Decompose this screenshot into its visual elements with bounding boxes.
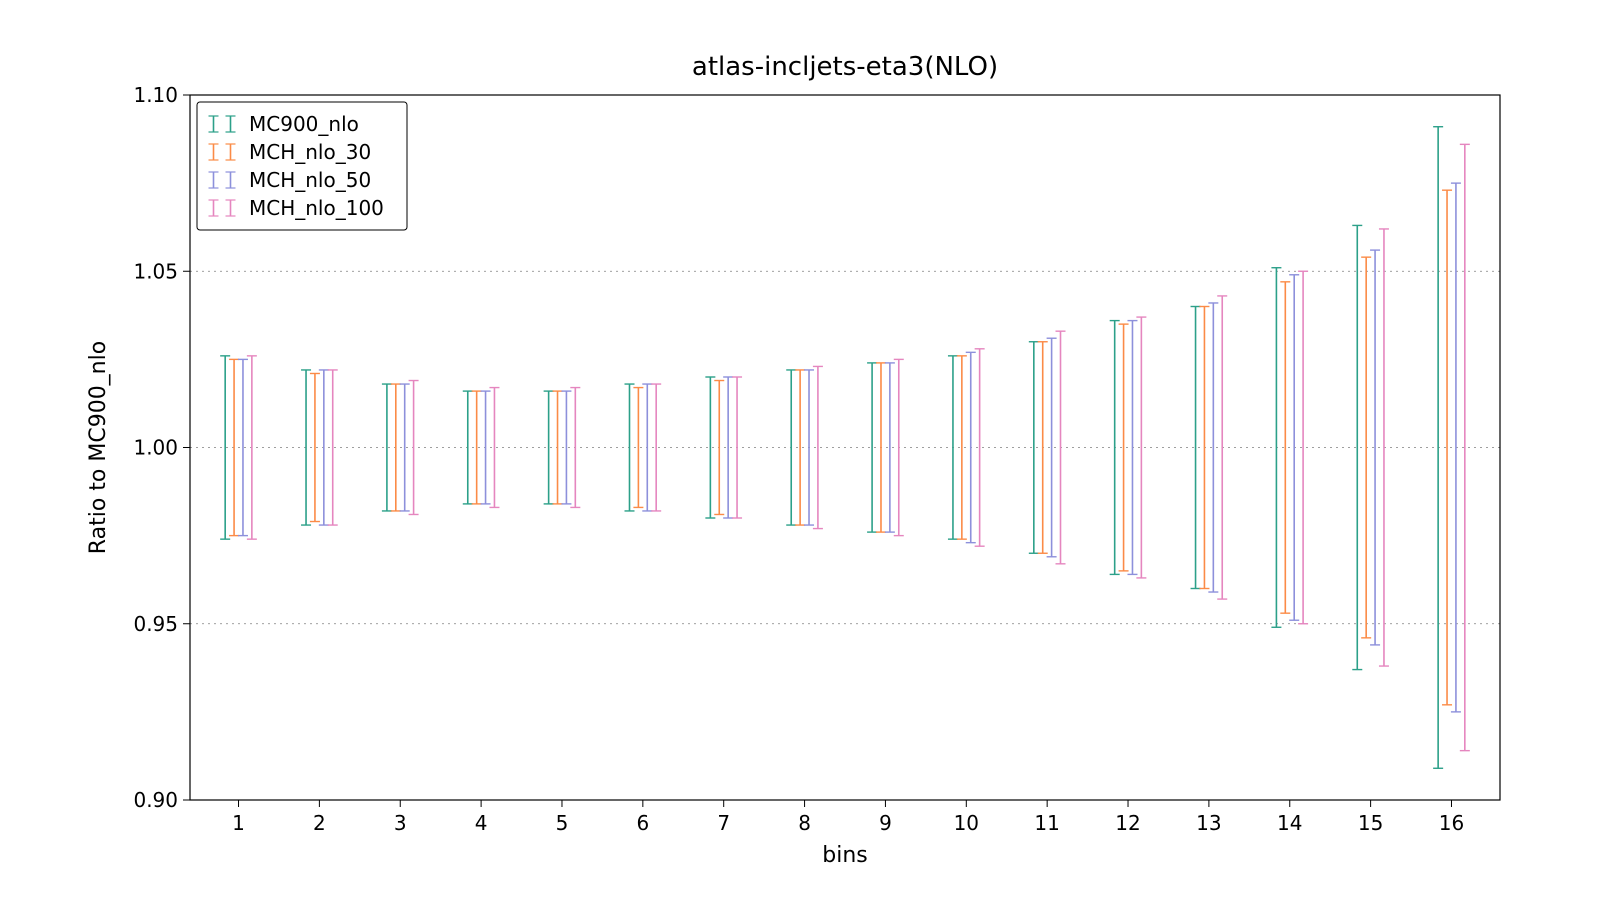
x-tick-label: 11 — [1034, 811, 1059, 835]
x-tick-label: 14 — [1277, 811, 1302, 835]
x-tick-label: 7 — [717, 811, 730, 835]
legend-label: MC900_nlo — [249, 112, 359, 136]
y-axis-label: Ratio to MC900_nlo — [86, 341, 111, 554]
x-tick-label: 6 — [636, 811, 649, 835]
x-tick-label: 3 — [394, 811, 407, 835]
x-tick-label: 1 — [232, 811, 245, 835]
legend-label: MCH_nlo_100 — [249, 196, 384, 220]
y-tick-label: 1.00 — [133, 436, 178, 460]
x-tick-label: 4 — [475, 811, 488, 835]
x-tick-label: 2 — [313, 811, 326, 835]
x-tick-label: 9 — [879, 811, 892, 835]
y-tick-label: 1.10 — [133, 83, 178, 107]
y-tick-label: 0.95 — [133, 612, 178, 636]
x-tick-label: 5 — [556, 811, 569, 835]
legend-label: MCH_nlo_50 — [249, 168, 371, 192]
x-tick-label: 13 — [1196, 811, 1221, 835]
legend-label: MCH_nlo_30 — [249, 140, 371, 164]
x-tick-label: 12 — [1115, 811, 1140, 835]
y-tick-label: 1.05 — [133, 259, 178, 283]
x-axis-label: bins — [822, 843, 867, 868]
chart-svg: 123456789101112131415160.900.951.001.051… — [0, 0, 1600, 900]
x-tick-label: 8 — [798, 811, 811, 835]
x-tick-label: 15 — [1358, 811, 1383, 835]
chart-title: atlas-incljets-eta3(NLO) — [692, 52, 998, 82]
chart-container: 123456789101112131415160.900.951.001.051… — [0, 0, 1600, 900]
x-tick-label: 10 — [954, 811, 979, 835]
x-tick-label: 16 — [1439, 811, 1464, 835]
y-tick-label: 0.90 — [133, 788, 178, 812]
